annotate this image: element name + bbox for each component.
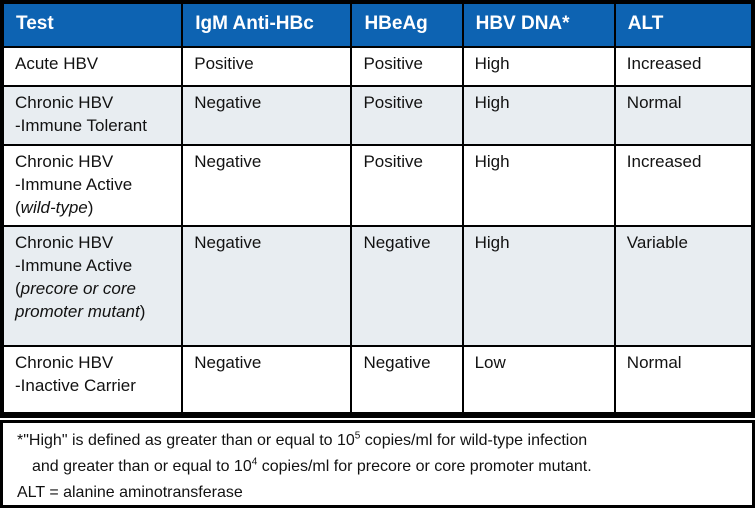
text-segment: -Immune Active <box>15 256 133 275</box>
test-cell: Acute HBV <box>4 46 184 87</box>
value-cell: High <box>461 225 616 347</box>
text-segment: copies/ml for wild-type infection <box>360 432 588 449</box>
footnote-line: ALT = alanine aminotransferase <box>17 480 742 506</box>
test-name-line: (precore or core <box>15 277 175 300</box>
superscript: 4 <box>251 456 258 468</box>
test-name-line: Chronic HBV <box>15 231 175 254</box>
value-cell: Positive <box>350 85 464 146</box>
footnote-line: and greater than or equal to 104 copies/… <box>17 454 742 480</box>
value-cell: Negative <box>181 225 353 347</box>
text-segment: copies/ml for precore or core promoter m… <box>257 458 592 475</box>
header-row: Test IgM Anti-HBc HBeAg HBV DNA* ALT <box>4 4 751 48</box>
value-cell: Variable <box>613 225 751 347</box>
text-segment: Chronic HBV <box>15 353 114 372</box>
text-segment: ) <box>87 198 94 217</box>
header-cell-igm-anti-hbc: IgM Anti-HBc <box>181 4 353 48</box>
test-cell: Chronic HBV -Immune Active (precore or cor… <box>4 225 184 347</box>
superscript: 5 <box>354 430 361 442</box>
test-name-line: promoter mutant) <box>15 300 175 323</box>
table-row: Acute HBV Positive Positive High Increased <box>4 46 751 87</box>
header-cell-alt: ALT <box>613 4 751 48</box>
test-name-line: (wild-type) <box>15 196 175 219</box>
value-cell: Negative <box>181 144 353 227</box>
test-name-line: -Immune Tolerant <box>15 114 175 137</box>
text-segment: and greater than or equal to 10 <box>32 458 252 475</box>
text-segment: ( <box>15 198 21 217</box>
value-cell: Low <box>461 345 616 412</box>
table-row: Chronic HBV -Immune Active (wild-type) Nega… <box>4 144 751 227</box>
value-cell: Negative <box>350 345 464 412</box>
text-segment: -Inactive Carrier <box>15 376 136 395</box>
text-segment: Acute HBV <box>15 54 99 73</box>
test-cell: Chronic HBV -Immune Active (wild-type) <box>4 144 184 227</box>
value-cell: Negative <box>181 345 353 412</box>
value-cell: Positive <box>350 46 464 87</box>
value-cell: Increased <box>613 144 751 227</box>
test-name-line: Chronic HBV <box>15 150 175 173</box>
text-segment: precore or core <box>20 279 136 298</box>
header-cell-hbeag: HBeAg <box>350 4 464 48</box>
value-cell: Positive <box>350 144 464 227</box>
results-table-frame: Test IgM Anti-HBc HBeAg HBV DNA* ALT Acute H… <box>0 0 755 418</box>
table-body: Acute HBV Positive Positive High Increased Ch… <box>4 46 751 412</box>
test-name-line: Chronic HBV <box>15 91 175 114</box>
text-segment: wild-type <box>20 198 88 217</box>
table-row: Chronic HBV -Immune Active (precore or cor… <box>4 225 751 347</box>
text-segment: -Immune Tolerant <box>15 116 147 135</box>
value-cell: Positive <box>181 46 353 87</box>
value-cell: High <box>461 46 616 87</box>
value-cell: Negative <box>181 85 353 146</box>
header-cell-hbv-dna: HBV DNA* <box>461 4 616 48</box>
test-name-line: Chronic HBV <box>15 351 175 374</box>
value-cell: High <box>461 144 616 227</box>
value-cell: Normal <box>613 345 751 412</box>
test-name-line: -Immune Active <box>15 173 175 196</box>
table-row: Chronic HBV -Inactive Carrier Negative Nega… <box>4 345 751 412</box>
text-segment: ALT = alanine aminotransferase <box>17 484 243 501</box>
test-cell: Chronic HBV -Inactive Carrier <box>4 345 184 412</box>
text-segment: *"High" is defined as greater than or eq… <box>17 432 355 449</box>
text-segment: -Immune Active <box>15 175 133 194</box>
test-name-line: -Immune Active <box>15 254 175 277</box>
value-cell: High <box>461 85 616 146</box>
text-segment: Chronic HBV <box>15 233 114 252</box>
test-cell: Chronic HBV -Immune Tolerant <box>4 85 184 146</box>
header-cell-test: Test <box>4 4 184 48</box>
text-segment: Chronic HBV <box>15 152 114 171</box>
value-cell: Negative <box>350 225 464 347</box>
table-row: Chronic HBV -Immune Tolerant Negative Posit… <box>4 85 751 146</box>
text-segment: Chronic HBV <box>15 93 114 112</box>
text-segment: ) <box>139 302 146 321</box>
test-name-line: Acute HBV <box>15 52 175 75</box>
footnote-box: *"High" is defined as greater than or eq… <box>0 420 755 508</box>
value-cell: Increased <box>613 46 751 87</box>
text-segment: ( <box>15 279 21 298</box>
footnote-line: *"High" is defined as greater than or eq… <box>17 428 742 454</box>
test-name-line: -Inactive Carrier <box>15 374 175 397</box>
value-cell: Normal <box>613 85 751 146</box>
text-segment: promoter mutant <box>15 302 140 321</box>
results-table: Test IgM Anti-HBc HBeAg HBV DNA* ALT Acute H… <box>4 4 751 412</box>
